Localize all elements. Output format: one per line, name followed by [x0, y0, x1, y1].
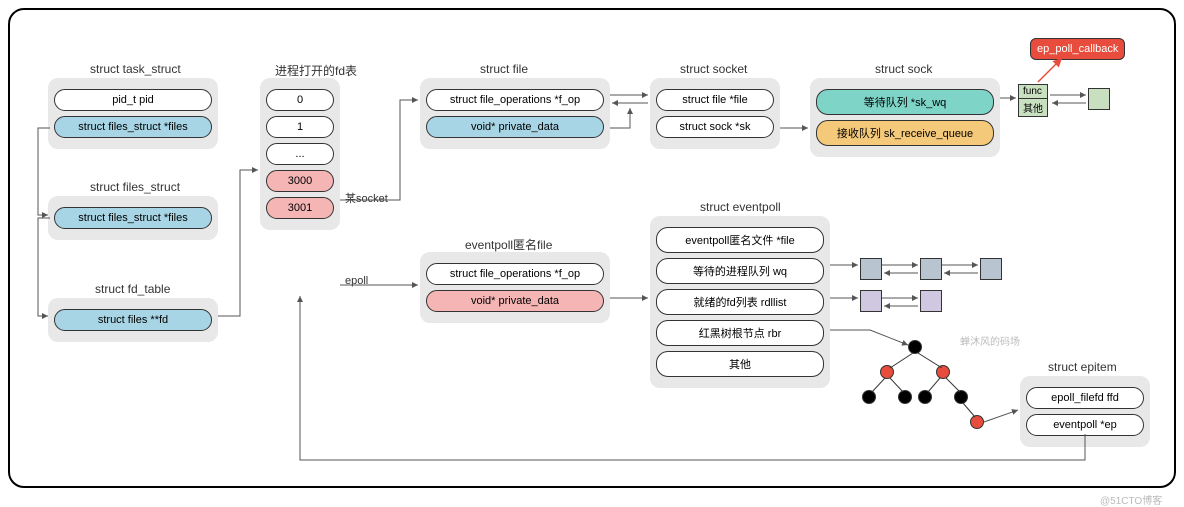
callback-box: ep_poll_callback: [1030, 38, 1125, 60]
wq-node-1: [860, 258, 882, 280]
socket-file: struct file *file: [656, 89, 774, 111]
rbt-rrr: [970, 415, 984, 429]
func-label: func: [1019, 85, 1047, 99]
sock-wq: 等待队列 *sk_wq: [816, 89, 994, 115]
task-files: struct files_struct *files: [54, 116, 212, 138]
func-other: 其他: [1019, 99, 1047, 116]
fd-0: 0: [266, 89, 334, 111]
struct-file-title: struct file: [480, 62, 528, 76]
ep-file: eventpoll匿名文件 *file: [656, 227, 824, 253]
label-epoll: epoll: [345, 275, 368, 287]
task-pid: pid_t pid: [54, 89, 212, 111]
epfile-fop: struct file_operations *f_op: [426, 263, 604, 285]
struct-sock-title: struct sock: [875, 62, 932, 76]
watermark-2: @51CTO博客: [1100, 492, 1162, 507]
func-box: func 其他: [1018, 84, 1048, 117]
task-struct-group: pid_t pid struct files_struct *files: [48, 78, 218, 149]
ep-wq: 等待的进程队列 wq: [656, 258, 824, 284]
eventpoll-title: struct eventpoll: [700, 200, 781, 214]
epfile-priv: void* private_data: [426, 290, 604, 312]
struct-socket-group: struct file *file struct sock *sk: [650, 78, 780, 149]
epitem-title: struct epitem: [1048, 360, 1117, 374]
fd-1: 1: [266, 116, 334, 138]
file-fop: struct file_operations *f_op: [426, 89, 604, 111]
fd-3001: 3001: [266, 197, 334, 219]
fd-dots: ...: [266, 143, 334, 165]
eventpoll-file-group: struct file_operations *f_op void* priva…: [420, 252, 610, 323]
epitem-ffd: epoll_filefd ffd: [1026, 387, 1144, 409]
files-struct-title: struct files_struct: [90, 180, 180, 194]
rd-node-2: [920, 290, 942, 312]
file-priv: void* private_data: [426, 116, 604, 138]
ep-other: 其他: [656, 351, 824, 377]
rbt-r: [936, 365, 950, 379]
rbt-lr: [898, 390, 912, 404]
rbt-ll: [862, 390, 876, 404]
fd-array-title: 进程打开的fd表: [275, 62, 357, 79]
struct-socket-title: struct socket: [680, 62, 747, 76]
epitem-group: epoll_filefd ffd eventpoll *ep: [1020, 376, 1150, 447]
rbt-rr: [954, 390, 968, 404]
fd-table-title: struct fd_table: [95, 282, 170, 296]
wq-node-3: [980, 258, 1002, 280]
epitem-ep: eventpoll *ep: [1026, 414, 1144, 436]
rbt-rl: [918, 390, 932, 404]
green-node: [1088, 88, 1110, 110]
eventpoll-file-title: eventpoll匿名file: [465, 236, 552, 253]
rbt-root: [908, 340, 922, 354]
label-socket: 某socket: [345, 190, 388, 206]
files-struct-group: struct files_struct *files: [48, 196, 218, 240]
sock-rq: 接收队列 sk_receive_queue: [816, 120, 994, 146]
fd-table-fd: struct files **fd: [54, 309, 212, 331]
struct-sock-group: 等待队列 *sk_wq 接收队列 sk_receive_queue: [810, 78, 1000, 157]
fd-table-group: struct files **fd: [48, 298, 218, 342]
watermark-1: 蝉沐风的码场: [960, 333, 1020, 348]
files-struct-files: struct files_struct *files: [54, 207, 212, 229]
fd-array-group: 0 1 ... 3000 3001: [260, 78, 340, 230]
ep-rdllist: 就绪的fd列表 rdllist: [656, 289, 824, 315]
struct-file-group: struct file_operations *f_op void* priva…: [420, 78, 610, 149]
ep-rbr: 红黑树根节点 rbr: [656, 320, 824, 346]
wq-node-2: [920, 258, 942, 280]
task-struct-title: struct task_struct: [90, 62, 181, 76]
rd-node-1: [860, 290, 882, 312]
rbt-l: [880, 365, 894, 379]
eventpoll-group: eventpoll匿名文件 *file 等待的进程队列 wq 就绪的fd列表 r…: [650, 216, 830, 388]
socket-sk: struct sock *sk: [656, 116, 774, 138]
fd-3000: 3000: [266, 170, 334, 192]
